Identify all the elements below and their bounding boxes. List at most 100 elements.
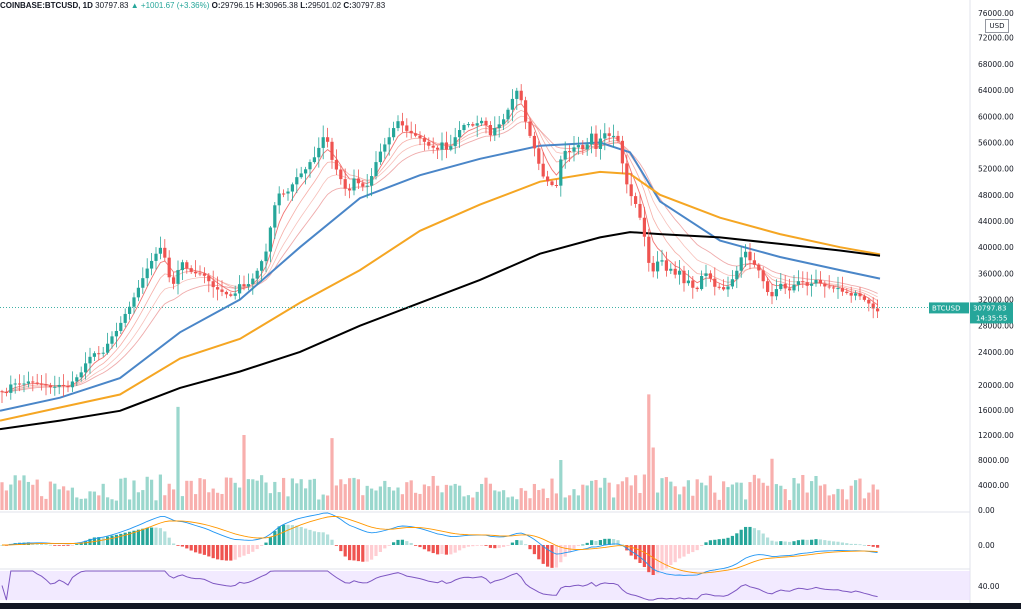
volume-bar bbox=[251, 479, 255, 510]
volume-bar bbox=[612, 497, 616, 510]
candle-body bbox=[13, 383, 17, 385]
macd-histogram-bar bbox=[849, 543, 853, 545]
candle-body bbox=[708, 273, 712, 279]
volume-bar bbox=[194, 494, 198, 510]
moving-average-line-1 bbox=[0, 170, 881, 422]
candle-body bbox=[106, 343, 110, 353]
candle-body bbox=[682, 270, 686, 284]
volume-bar bbox=[150, 479, 154, 510]
price-tick-label: 56000.00 bbox=[978, 139, 1014, 148]
candle-body bbox=[40, 383, 44, 385]
volume-bar bbox=[660, 478, 664, 510]
macd-histogram-bar bbox=[554, 545, 558, 568]
macd-histogram-bar bbox=[629, 545, 633, 556]
macd-histogram-bar bbox=[304, 528, 308, 545]
volume-bar bbox=[876, 489, 880, 510]
macd-histogram-bar bbox=[475, 545, 479, 546]
macd-histogram-bar bbox=[207, 545, 211, 557]
macd-histogram-bar bbox=[251, 545, 255, 552]
price-badge bbox=[970, 302, 1013, 324]
volume-bar bbox=[528, 498, 532, 510]
symbol-badge bbox=[929, 302, 969, 314]
macd-histogram-bar bbox=[818, 539, 822, 545]
macd-histogram-bar bbox=[796, 540, 800, 545]
macd-histogram-bar bbox=[594, 540, 598, 545]
volume-bar bbox=[22, 475, 26, 510]
volume-bar bbox=[154, 500, 158, 510]
candle-body bbox=[57, 384, 61, 387]
candle-body bbox=[35, 382, 39, 384]
symbol-legend: COINBASE:BTCUSD, 1D 30797.83 ▲ +1001.67 … bbox=[0, 0, 385, 12]
price-tick-label: 36000.00 bbox=[978, 269, 1014, 278]
candle-body bbox=[321, 137, 325, 148]
macd-histogram-bar bbox=[603, 538, 607, 545]
price-tick-label: 76000.00 bbox=[978, 9, 1014, 18]
candle-body bbox=[717, 286, 721, 288]
macd-histogram-bar bbox=[510, 542, 514, 545]
macd-histogram-bar bbox=[180, 545, 184, 547]
macd-histogram-bar bbox=[70, 545, 74, 546]
macd-histogram-bar bbox=[431, 545, 435, 554]
volume-bar bbox=[510, 496, 514, 510]
volume-bar bbox=[119, 478, 123, 510]
candle-body bbox=[365, 185, 369, 187]
high-value: 30965.38 bbox=[264, 1, 298, 10]
macd-histogram-bar bbox=[427, 545, 431, 552]
candle-body bbox=[858, 293, 862, 297]
candle-body bbox=[770, 292, 774, 297]
volume-bar bbox=[805, 492, 809, 510]
candle-body bbox=[475, 123, 479, 126]
volume-bar bbox=[365, 485, 369, 510]
volume-bar bbox=[691, 495, 695, 510]
macd-histogram-bar bbox=[242, 545, 246, 556]
volume-bar bbox=[484, 477, 488, 510]
candle-body bbox=[264, 251, 268, 262]
macd-histogram-bar bbox=[664, 545, 668, 569]
ema-short-line-1 bbox=[1, 109, 878, 393]
candle-body bbox=[532, 135, 536, 149]
candle-body bbox=[299, 173, 303, 178]
volume-bar bbox=[506, 497, 510, 510]
rsi-line bbox=[1, 570, 878, 601]
macd-histogram-bar bbox=[286, 524, 290, 545]
volume-bar bbox=[669, 481, 673, 510]
rsi-band bbox=[0, 571, 970, 600]
macd-histogram-bar bbox=[273, 531, 277, 545]
macd-histogram-bar bbox=[167, 537, 171, 545]
volume-bar bbox=[858, 478, 862, 510]
price-tick-label: 48000.00 bbox=[978, 191, 1014, 200]
candle-body bbox=[818, 279, 822, 284]
volume-bar bbox=[128, 499, 132, 510]
volume-bar bbox=[334, 485, 338, 510]
candle-body bbox=[836, 288, 840, 290]
moving-average-line-2 bbox=[0, 231, 881, 431]
candle-body bbox=[414, 133, 418, 136]
volume-bar bbox=[176, 406, 180, 510]
macd-histogram-bar bbox=[858, 544, 862, 546]
volume-bar bbox=[431, 475, 435, 510]
close-label: C: bbox=[343, 1, 352, 10]
volume-bar bbox=[827, 495, 831, 510]
candle-body bbox=[471, 124, 475, 126]
macd-histogram-bar bbox=[110, 535, 114, 545]
volume-bar bbox=[673, 486, 677, 510]
candle-body bbox=[673, 268, 677, 275]
macd-histogram-bar bbox=[268, 537, 272, 545]
volume-bar bbox=[766, 485, 770, 510]
volume-bar bbox=[361, 495, 365, 510]
candle-body bbox=[158, 247, 162, 254]
currency-label[interactable]: USD bbox=[985, 19, 1009, 33]
candle-body bbox=[444, 142, 448, 150]
macd-histogram-bar bbox=[823, 540, 827, 545]
candle-body bbox=[334, 159, 338, 170]
volume-bar bbox=[480, 483, 484, 510]
volume-bar bbox=[295, 483, 299, 510]
macd-histogram-bar bbox=[321, 532, 325, 545]
volume-bar bbox=[656, 492, 660, 510]
volume-bar bbox=[524, 490, 528, 510]
volume-bar bbox=[616, 484, 620, 510]
volume-bar bbox=[836, 488, 840, 510]
candle-body bbox=[502, 119, 506, 125]
macd-histogram-bar bbox=[101, 537, 105, 545]
